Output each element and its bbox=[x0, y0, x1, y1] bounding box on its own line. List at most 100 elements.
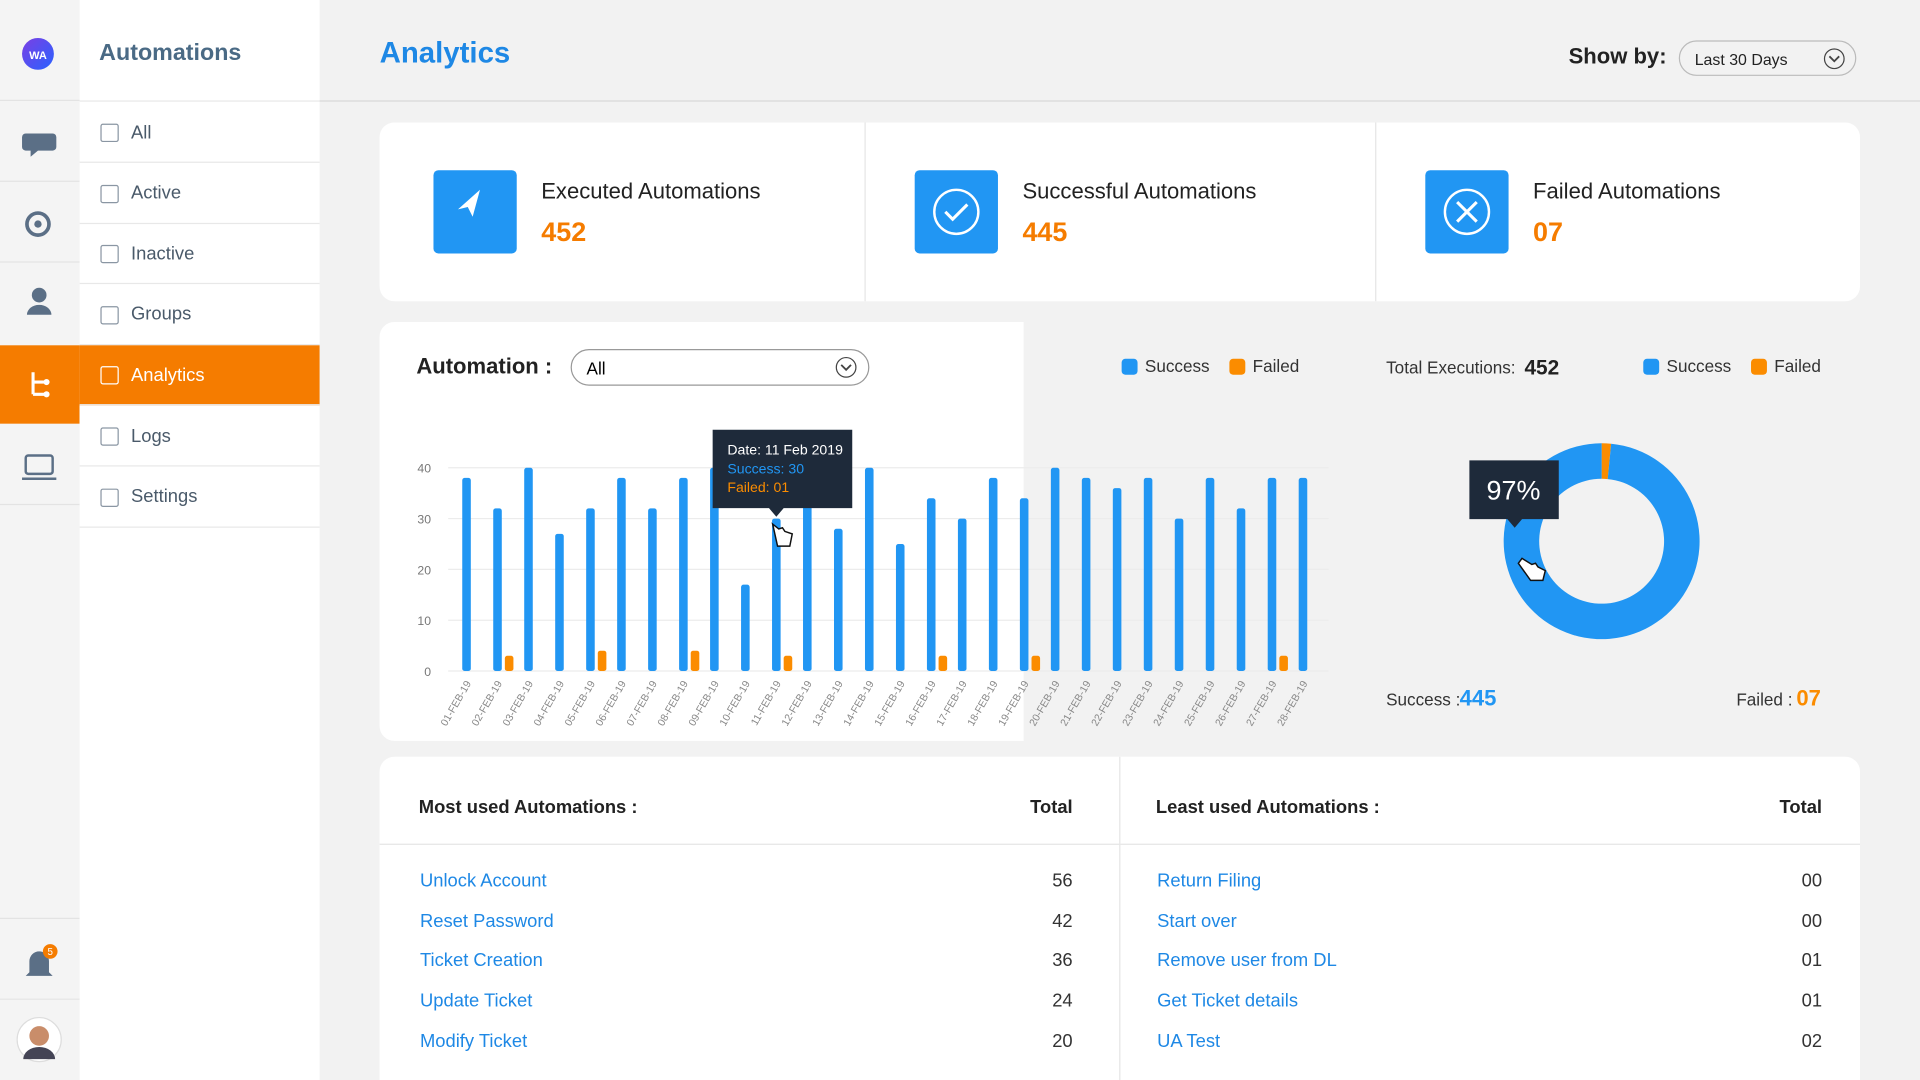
stat-label: Successful Automations bbox=[1022, 178, 1257, 204]
cursor bbox=[1517, 557, 1547, 582]
automation-link[interactable]: UA Test bbox=[1157, 1030, 1221, 1052]
legend-swatch bbox=[1121, 358, 1138, 375]
bell-icon[interactable] bbox=[25, 951, 53, 976]
legend-label: Failed bbox=[1774, 356, 1821, 376]
bar bbox=[1298, 477, 1308, 672]
bar bbox=[864, 467, 874, 672]
page-title: Analytics bbox=[379, 36, 511, 70]
bar bbox=[1081, 477, 1091, 672]
x-tick-label: 10-FEB-19 bbox=[718, 679, 753, 728]
sidebar-item[interactable]: Settings bbox=[79, 467, 320, 528]
tables-card: Most used Automations : Total Unlock Accou… bbox=[379, 756, 1861, 1080]
x-tick-label: 03-FEB-19 bbox=[501, 679, 536, 728]
bar bbox=[1236, 508, 1246, 672]
icon-glyph bbox=[933, 188, 980, 236]
table-header: Total bbox=[1779, 797, 1823, 818]
item-icon bbox=[100, 488, 119, 507]
x-tick-label: 19-FEB-19 bbox=[997, 679, 1032, 728]
total-value: 452 bbox=[1524, 357, 1559, 380]
x-tick-label: 16-FEB-19 bbox=[904, 679, 939, 728]
legend-swatch bbox=[1643, 358, 1660, 375]
x-tick-label: 21-FEB-19 bbox=[1059, 679, 1094, 728]
bar bbox=[1279, 655, 1288, 672]
table-header: Total bbox=[1030, 797, 1073, 818]
bar bbox=[926, 498, 936, 672]
bar bbox=[772, 518, 781, 672]
automation-link[interactable]: Reset Password bbox=[420, 910, 554, 932]
automation-link[interactable]: Update Ticket bbox=[420, 990, 533, 1012]
filter-select[interactable]: All bbox=[570, 348, 870, 386]
icon-glyph bbox=[457, 189, 480, 217]
user-icon[interactable] bbox=[31, 287, 47, 303]
summary-label: Failed : bbox=[1736, 689, 1792, 709]
bar bbox=[1205, 477, 1215, 672]
divider bbox=[1119, 756, 1121, 1080]
stat-label: Executed Automations bbox=[541, 178, 761, 204]
x-tick-label: 24-FEB-19 bbox=[1152, 679, 1187, 728]
y-tick-label: 30 bbox=[417, 512, 431, 526]
chevron bbox=[835, 356, 857, 378]
badge: 5 bbox=[47, 947, 53, 958]
total-label: Total Executions: bbox=[1386, 357, 1515, 377]
stats-card: Executed Automations 452 Successful Automa… bbox=[379, 122, 1861, 302]
table-title: Least used Automations : bbox=[1155, 797, 1380, 818]
bar bbox=[938, 655, 948, 672]
automation-link[interactable]: Ticket Creation bbox=[420, 950, 543, 972]
sidebar-item[interactable]: All bbox=[79, 103, 320, 163]
stat-icon bbox=[433, 170, 517, 254]
x-tick-label: 14-FEB-19 bbox=[842, 679, 877, 728]
bar bbox=[803, 477, 812, 672]
table-title: Most used Automations : bbox=[418, 797, 638, 818]
x-tick-label: 15-FEB-19 bbox=[873, 679, 908, 728]
sidebar-item[interactable]: Active bbox=[79, 164, 320, 224]
x-tick-label: 01-FEB-19 bbox=[439, 679, 474, 728]
automation-link[interactable]: Get Ticket details bbox=[1157, 990, 1299, 1012]
active-rail-item[interactable] bbox=[0, 345, 80, 424]
filter-label: Automation : bbox=[416, 353, 553, 379]
legend-swatch bbox=[1229, 358, 1246, 375]
automation-link[interactable]: Remove user from DL bbox=[1157, 950, 1337, 972]
header-divider bbox=[319, 100, 1920, 102]
x-tick-label: 18-FEB-19 bbox=[966, 679, 1001, 728]
automation-total: 01 bbox=[1801, 950, 1823, 972]
tooltip-text: Success: 30 bbox=[727, 460, 804, 476]
automation-link[interactable]: Start over bbox=[1157, 910, 1237, 932]
logo[interactable] bbox=[22, 37, 54, 70]
filter-value: All bbox=[586, 358, 606, 379]
donut-annotation: 97% bbox=[1487, 476, 1541, 506]
divider bbox=[379, 843, 1861, 845]
x-tick-label: 09-FEB-19 bbox=[687, 679, 722, 728]
automation-total: 20 bbox=[1052, 1030, 1073, 1052]
sidebar-item[interactable]: Groups bbox=[79, 285, 320, 346]
bar bbox=[988, 477, 998, 672]
target-icon[interactable] bbox=[25, 211, 51, 237]
bar bbox=[1143, 477, 1153, 672]
automation-link[interactable]: Modify Ticket bbox=[420, 1030, 528, 1052]
x-tick-label: 07-FEB-19 bbox=[625, 679, 660, 728]
bar bbox=[648, 508, 657, 672]
automation-link[interactable]: Return Filing bbox=[1157, 870, 1262, 892]
x-tick-label: 08-FEB-19 bbox=[656, 679, 691, 728]
divider bbox=[864, 122, 866, 302]
show-by-value: Last 30 Days bbox=[1694, 50, 1788, 69]
automation-link[interactable]: Unlock Account bbox=[420, 870, 547, 892]
charts: 0 10 20 30 40 01-FEB-1902-FEB-1903-FEB-1904-F… bbox=[417, 356, 1821, 728]
bar bbox=[1050, 467, 1060, 672]
x-tick-label: 12-FEB-19 bbox=[780, 679, 815, 728]
x-tick-label: 04-FEB-19 bbox=[532, 679, 567, 728]
sidebar-item[interactable]: Logs bbox=[79, 407, 320, 467]
bar bbox=[1267, 477, 1277, 672]
automation-total: 36 bbox=[1052, 950, 1073, 972]
legend-label: Success bbox=[1667, 356, 1732, 376]
sidebar-title: Automations bbox=[99, 40, 242, 67]
monitor-icon[interactable] bbox=[24, 454, 54, 476]
legend-label: Success bbox=[1145, 356, 1210, 376]
show-by-select[interactable]: Last 30 Days bbox=[1678, 40, 1857, 76]
stat-value: 07 bbox=[1533, 216, 1564, 248]
bar bbox=[679, 477, 688, 672]
y-tick-label: 0 bbox=[424, 665, 431, 679]
sidebar-item[interactable]: Inactive bbox=[79, 224, 320, 285]
x-tick-label: 11-FEB-19 bbox=[750, 679, 784, 728]
chat-icon[interactable] bbox=[22, 133, 57, 157]
sidebar-item[interactable]: Analytics bbox=[79, 345, 320, 406]
